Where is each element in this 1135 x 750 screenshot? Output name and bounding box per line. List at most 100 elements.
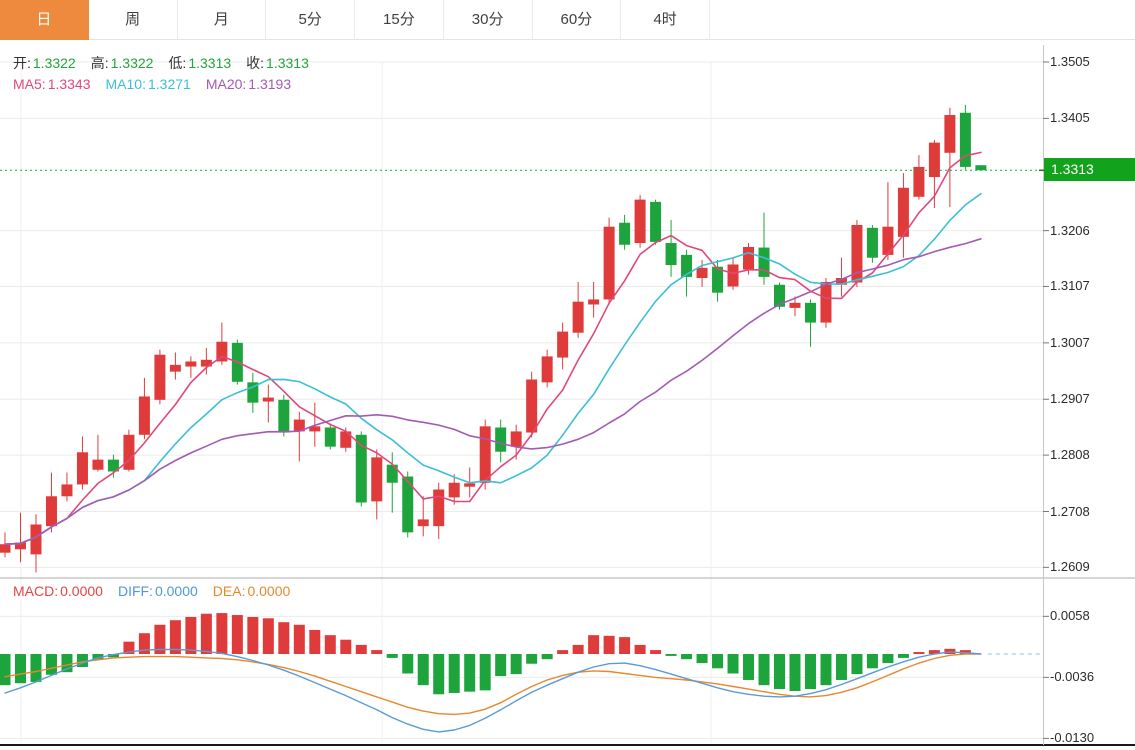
candle-body [45, 496, 57, 527]
macd-bar [835, 654, 847, 680]
candle-body [293, 419, 305, 432]
candle-body [789, 302, 801, 308]
macd-bar [45, 654, 57, 675]
macd-bar [634, 644, 646, 654]
candle-body [107, 459, 119, 472]
macd-tick-0.0058: 0.0058 [1050, 608, 1090, 624]
candle-body [371, 457, 383, 502]
tab-日[interactable]: 日 [0, 0, 89, 40]
ma-legend: MA5: 1.3343 MA10: 1.3271 MA20: 1.3193 [13, 76, 306, 92]
ma5-line [4, 151, 982, 546]
candle-body [913, 166, 925, 197]
high-value: 高: 1.3322 [90, 55, 154, 71]
macd-bar [433, 654, 445, 695]
macd-bar [928, 650, 940, 654]
candle-body [169, 364, 181, 372]
macd-bar [123, 641, 135, 654]
macd-bar [293, 624, 305, 654]
candle-body [123, 434, 135, 470]
macd-bar [479, 654, 491, 691]
candle-body [200, 359, 212, 367]
candle-body [681, 254, 693, 277]
macd-bar [681, 654, 693, 660]
candle-body [216, 341, 228, 362]
macd-bar [107, 654, 119, 658]
tab-15分[interactable]: 15分 [355, 0, 444, 40]
macd-bar [758, 654, 770, 686]
macd-bar [14, 654, 26, 684]
candle-body [572, 301, 584, 333]
macd-bar [851, 654, 863, 675]
macd-bar [169, 620, 181, 654]
tab-4时[interactable]: 4时 [621, 0, 710, 40]
candle-body [30, 524, 42, 555]
macd-bar [820, 654, 832, 686]
tab-60分[interactable]: 60分 [533, 0, 622, 40]
price-tick-1.2907: 1.2907 [1050, 391, 1090, 407]
ohlc-legend: 开: 1.3322 高: 1.3322 低: 1.3313 收: 1.3313 [13, 53, 324, 73]
macd-bar [30, 654, 42, 682]
macd-bar [866, 654, 878, 669]
ma20-line [4, 238, 982, 546]
macd-bar [804, 654, 816, 690]
macd-legend: MACD: 0.0000 DIFF: 0.0000 DEA: 0.0000 [13, 583, 305, 599]
tab-bar: 日周月 5分 15分 30分 60分 4时 [0, 0, 1135, 40]
current-price-value: 1.3313 [1051, 161, 1094, 178]
macd-bar [278, 622, 290, 654]
ma10-value: MA10: 1.3271 [105, 76, 191, 92]
macd-bar [495, 654, 507, 677]
macd-value: MACD: 0.0000 [13, 583, 103, 599]
candle-body [448, 482, 460, 498]
macd-bar [371, 650, 383, 654]
macd-tick--0.0130: -0.0130 [1050, 730, 1095, 746]
dea-value: DEA: 0.0000 [212, 583, 291, 599]
candle-body [76, 452, 88, 485]
open-value: 开: 1.3322 [13, 55, 76, 71]
macd-bar [216, 613, 228, 654]
chart-canvas[interactable] [0, 40, 1135, 750]
tab-月[interactable]: 月 [178, 0, 267, 40]
candle-body [14, 542, 26, 550]
macd-bar [76, 654, 88, 667]
macd-bar [92, 654, 104, 660]
macd-bar [665, 654, 677, 656]
candle-body [882, 226, 894, 255]
macd-bar [185, 616, 197, 654]
candle-body [0, 544, 11, 553]
candle-body [820, 281, 832, 323]
price-tick-1.2609: 1.2609 [1050, 559, 1090, 575]
macd-bar [417, 654, 429, 686]
low-value: 低: 1.3313 [168, 55, 232, 71]
candle-body [712, 266, 724, 293]
candle-body [355, 434, 367, 503]
tab-30分[interactable]: 30分 [444, 0, 533, 40]
candle-body [634, 199, 646, 244]
candle-body [959, 112, 971, 167]
candle-body [402, 476, 414, 533]
candle-body [154, 354, 166, 400]
candle-body [743, 246, 755, 270]
current-price-label: 1.3313 [1044, 158, 1135, 182]
price-tick-1.3007: 1.3007 [1050, 334, 1090, 350]
candle-body [386, 464, 398, 483]
diff-line [4, 648, 982, 733]
macd-bar [324, 635, 336, 654]
macd-bar [789, 654, 801, 692]
macd-bar [557, 650, 569, 654]
macd-bar [61, 654, 73, 673]
candle-body [324, 427, 336, 447]
tab-5分[interactable]: 5分 [266, 0, 355, 40]
macd-bar [200, 613, 212, 654]
price-tick-1.3405: 1.3405 [1050, 110, 1090, 126]
macd-bar [603, 635, 615, 654]
close-value: 收: 1.3313 [246, 55, 309, 71]
macd-bar [743, 654, 755, 680]
candle-body [185, 361, 197, 367]
candle-body [247, 382, 259, 403]
candle-body [727, 264, 739, 287]
tab-周[interactable]: 周 [89, 0, 178, 40]
candle-body [262, 397, 274, 402]
macd-bar [882, 654, 894, 664]
macd-bar [712, 654, 724, 669]
